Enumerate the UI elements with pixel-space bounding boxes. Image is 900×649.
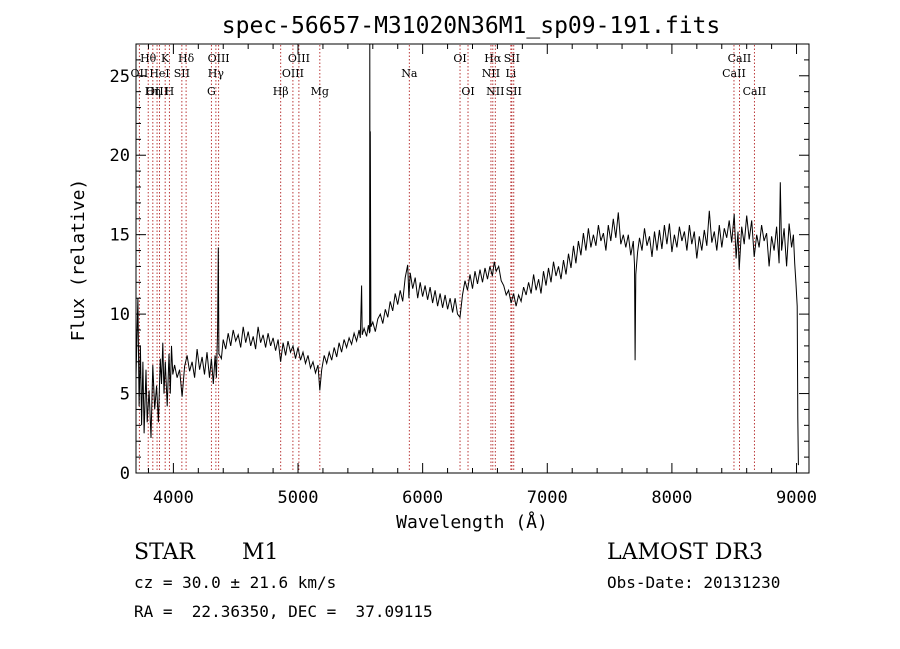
marker-label-14: Hβ bbox=[273, 85, 289, 98]
marker-label-16: Na bbox=[401, 67, 418, 80]
marker-label-11: G bbox=[207, 85, 216, 98]
redshift-velocity: cz = 30.0 ± 21.6 km/s bbox=[134, 573, 337, 592]
x-tick-label: 6000 bbox=[402, 488, 443, 508]
axis-ticks: 4000 5000 6000 7000 8000 9000 0 5 10 15 20 25 bbox=[110, 44, 817, 508]
chart-title: spec-56657-M31020N36M1_sp09-191.fits bbox=[222, 13, 721, 39]
marker-label-25: CaII bbox=[728, 52, 752, 65]
plot-area-frame bbox=[135, 43, 810, 474]
y-axis-label: Flux (relative) bbox=[68, 179, 89, 342]
y-tick-label: 25 bbox=[110, 67, 130, 87]
marker-label-5: Hη bbox=[145, 85, 161, 98]
marker-label-18: OI bbox=[461, 85, 474, 98]
marker-label-27: CaII bbox=[743, 85, 767, 98]
marker-label-19: Hα bbox=[484, 52, 502, 65]
marker-label-26: CaII bbox=[722, 67, 746, 80]
marker-label-15: Mg bbox=[311, 85, 329, 98]
x-tick-label: 8000 bbox=[651, 488, 692, 508]
flux-series-line bbox=[135, 43, 799, 466]
x-tick-label: 9000 bbox=[776, 488, 817, 508]
marker-label-6: SII bbox=[174, 67, 190, 80]
object-class: STAR bbox=[134, 540, 195, 565]
marker-label-2: OIII bbox=[146, 85, 168, 98]
marker-label-4: HeI bbox=[149, 67, 169, 80]
marker-label-8: Hδ bbox=[178, 52, 195, 65]
marker-label-20: SII bbox=[504, 52, 520, 65]
marker-label-9: OIII bbox=[208, 52, 230, 65]
marker-label-17: OI bbox=[453, 52, 466, 65]
marker-label-1: OII bbox=[131, 67, 149, 80]
x-axis-label: Wavelength (Å) bbox=[396, 511, 548, 533]
ra-dec-coordinates: RA = 22.36350, DEC = 37.09115 bbox=[134, 602, 433, 621]
marker-label-24: SII bbox=[506, 85, 522, 98]
marker-label-3: K bbox=[161, 52, 170, 65]
marker-label-23: NII bbox=[486, 85, 504, 98]
y-tick-label: 20 bbox=[110, 146, 130, 166]
y-tick-label: 0 bbox=[120, 464, 130, 484]
marker-label-7: H bbox=[165, 85, 175, 98]
y-tick-label: 10 bbox=[110, 305, 130, 325]
marker-label-12: OIII bbox=[288, 52, 310, 65]
marker-label-22: Li bbox=[505, 67, 516, 80]
marker-label-10: Hγ bbox=[208, 67, 225, 80]
x-tick-label: 5000 bbox=[278, 488, 319, 508]
y-tick-label: 5 bbox=[120, 385, 130, 405]
x-tick-label: 4000 bbox=[153, 488, 194, 508]
emission-line-markers: Hθ OII OIII K HeI Hη SII H Hδ OIII Hγ G OIII OIII Hβ Mg… bbox=[131, 45, 767, 472]
survey-name: LAMOST DR3 bbox=[607, 540, 763, 565]
y-tick-label: 15 bbox=[110, 226, 130, 246]
marker-label-13: OIII bbox=[282, 67, 304, 80]
marker-label-0: Hθ bbox=[140, 52, 157, 65]
object-subclass: M1 bbox=[242, 540, 279, 565]
marker-label-21: NII bbox=[482, 67, 500, 80]
observation-date: Obs-Date: 20131230 bbox=[607, 573, 781, 592]
x-tick-label: 7000 bbox=[527, 488, 568, 508]
